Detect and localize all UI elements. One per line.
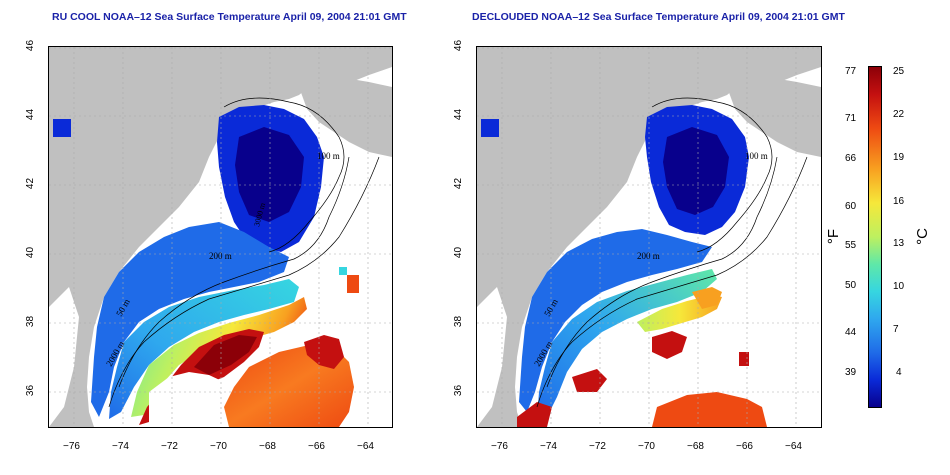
cloud-area (149, 372, 224, 427)
x-tick: −76 (491, 441, 508, 452)
cold-core (663, 127, 729, 215)
offshore-red (304, 335, 344, 369)
left-sst-map[interactable]: 100 m 200 m 50 m 2000 m 3000 m (48, 46, 393, 428)
gulf-stream-core (194, 335, 257, 375)
x-tick: −68 (259, 441, 276, 452)
grid-lines (477, 47, 821, 427)
land-mass (477, 47, 821, 427)
y-tick: 36 (453, 384, 465, 397)
x-tick: −76 (63, 441, 80, 452)
slope-water (109, 279, 299, 419)
x-tick: −74 (540, 441, 557, 452)
north-patch (481, 119, 499, 137)
x-tick: −70 (638, 441, 655, 452)
nova-scotia-land (727, 77, 821, 157)
x-tick: −72 (161, 441, 178, 452)
land-mass (49, 47, 392, 427)
right-sst-map-canvas: 100 m 200 m 50 m 2000 m (477, 47, 821, 427)
colorbar-c-label: 16 (893, 196, 905, 207)
y-tick: 44 (453, 108, 465, 121)
east-patch (347, 275, 359, 293)
x-tick: −64 (357, 441, 374, 452)
x-tick: −64 (785, 441, 802, 452)
colorbar-c-label: 25 (893, 66, 905, 77)
x-tick: −70 (210, 441, 227, 452)
y-tick: 42 (453, 177, 465, 190)
x-tick: −68 (687, 441, 704, 452)
x-tick: −72 (589, 441, 606, 452)
colorbar-f-label: 39 (845, 367, 857, 378)
unit-fahrenheit: °F (825, 228, 843, 245)
nova-scotia-land (299, 77, 392, 157)
south-orange (652, 392, 767, 427)
contour-label-200m: 200 m (209, 251, 232, 261)
y-tick: 38 (25, 315, 37, 328)
colorbar-f-label: 44 (845, 327, 857, 338)
left-map-title: RU COOL NOAA–12 Sea Surface Temperature … (52, 11, 407, 23)
colorbar-f-label: 60 (845, 201, 857, 212)
cold-core (235, 127, 304, 222)
grid-lines (49, 47, 392, 427)
south-red (517, 402, 552, 427)
coastal-white (477, 287, 507, 427)
colorbar-f-label: 71 (845, 113, 857, 124)
x-tick: −66 (736, 441, 753, 452)
contour-100m (651, 97, 773, 253)
contour-200m (546, 156, 778, 388)
shelf-water (519, 229, 712, 412)
right-sst-map[interactable]: 100 m 200 m 50 m 2000 m (476, 46, 822, 428)
gulf-stream (652, 331, 687, 359)
shelf-water (91, 222, 289, 417)
colorbar-c-label: 10 (893, 281, 905, 292)
colorbar-c-label: 7 (893, 324, 899, 335)
y-tick: 46 (453, 39, 465, 52)
colorbar (868, 66, 882, 408)
contour-label-100m: 100 m (745, 151, 768, 161)
mid-red (572, 369, 607, 392)
x-tick: −66 (308, 441, 325, 452)
unit-celsius: °C (913, 228, 931, 245)
x-tick: −74 (112, 441, 129, 452)
colorbar-f-label: 77 (845, 66, 857, 77)
y-tick: 38 (453, 315, 465, 328)
y-tick: 44 (25, 108, 37, 121)
colorbar-c-label: 4 (896, 367, 902, 378)
y-tick: 36 (25, 384, 37, 397)
slope-water (537, 269, 717, 419)
colorbar-c-label: 19 (893, 152, 905, 163)
y-tick: 40 (25, 246, 37, 259)
colorbar-c-label: 22 (893, 109, 905, 120)
east-patch-2 (339, 267, 347, 275)
coastal-white (49, 287, 79, 427)
left-sst-map-canvas: 100 m 200 m 50 m 2000 m 3000 m (49, 47, 392, 427)
colorbar-f-label: 50 (845, 280, 857, 291)
east-patch (739, 352, 749, 366)
contour-2000m (108, 156, 380, 408)
colorbar-f-label: 55 (845, 240, 857, 251)
contour-label-100m: 100 m (317, 151, 340, 161)
warm-slope (131, 297, 307, 417)
contour-100m (223, 97, 345, 253)
north-patch (53, 119, 71, 137)
colorbar-c-label: 13 (893, 238, 905, 249)
y-tick: 40 (453, 246, 465, 259)
east-warm (692, 287, 722, 309)
colorbar-f-label: 66 (845, 153, 857, 164)
contour-200m (118, 156, 350, 388)
y-tick: 46 (25, 39, 37, 52)
y-tick: 42 (25, 177, 37, 190)
contour-2000m (536, 156, 808, 408)
contour-label-200m: 200 m (637, 251, 660, 261)
right-map-title: DECLOUDED NOAA–12 Sea Surface Temperatur… (472, 11, 845, 23)
